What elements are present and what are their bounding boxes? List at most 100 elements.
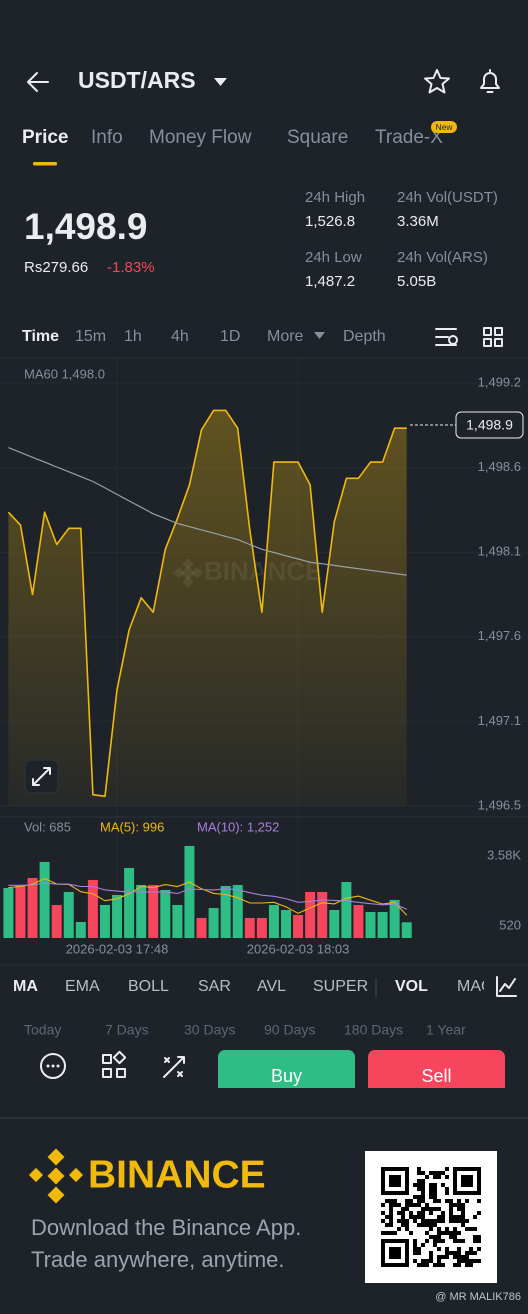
qr-module <box>445 1255 449 1259</box>
volume-chart: 3.58K 520 2026-02-03 17:48 2026-02-03 18:03 <box>3 845 521 956</box>
qr-module <box>437 1239 441 1243</box>
qr-module <box>453 1263 457 1267</box>
qr-module <box>441 1211 445 1215</box>
qr-module <box>445 1227 449 1231</box>
price-area <box>8 410 407 806</box>
qr-module <box>449 1251 453 1255</box>
timeframe[interactable]: More <box>267 328 304 345</box>
pair-title[interactable]: USDT/ARS <box>78 67 196 93</box>
price-marker-box <box>455 411 524 439</box>
qr-module <box>417 1199 421 1203</box>
tab[interactable]: Money Flow <box>149 127 252 148</box>
qr-module <box>425 1219 429 1223</box>
tab[interactable]: Price <box>22 127 68 148</box>
qr-module <box>417 1179 421 1183</box>
qr-module <box>433 1239 437 1243</box>
indicator-tab[interactable]: VOL <box>395 978 428 995</box>
qr-module <box>401 1211 405 1215</box>
qr-module <box>389 1231 393 1235</box>
layout-button[interactable] <box>483 327 503 347</box>
qr-module <box>381 1203 385 1207</box>
x-tick-label: 2026-02-03 18:03 <box>247 941 350 956</box>
timeframe[interactable]: 1h <box>124 328 142 345</box>
tab[interactable]: Trade-X <box>375 127 443 148</box>
sell-label: Sell <box>421 1066 451 1086</box>
y-tick-label: 1,496.5 <box>478 797 521 812</box>
qr-module <box>449 1235 453 1239</box>
buy-button[interactable]: Buy <box>218 1050 355 1096</box>
indicator-settings-button[interactable] <box>496 976 517 997</box>
qr-module <box>417 1211 421 1215</box>
qr-module <box>449 1215 453 1219</box>
stat-label: 24h High <box>305 189 365 206</box>
period[interactable]: 180 Days <box>344 1022 403 1038</box>
indicator-tab[interactable]: BOLL <box>128 978 169 995</box>
qr-module <box>445 1231 449 1235</box>
sell-button[interactable]: Sell <box>368 1050 505 1096</box>
qr-module <box>473 1251 477 1255</box>
indicator-tab[interactable]: AVL <box>257 978 286 995</box>
qr-module <box>453 1227 457 1231</box>
pair-dropdown[interactable] <box>214 78 227 86</box>
volume-bar <box>99 904 110 938</box>
tab[interactable]: Square <box>287 127 348 148</box>
footer-text: Download the Binance App. <box>31 1215 301 1240</box>
qr-module <box>437 1247 441 1251</box>
alert-button[interactable] <box>480 69 500 93</box>
timeframe[interactable]: 15m <box>75 328 106 345</box>
more-dropdown[interactable] <box>314 332 325 339</box>
qr-module <box>457 1255 461 1259</box>
qr-module <box>409 1199 413 1203</box>
qr-module <box>449 1207 453 1211</box>
volume-bar <box>63 891 74 938</box>
indicator-tab[interactable]: SAR <box>198 978 231 995</box>
tools-button[interactable] <box>102 1050 127 1078</box>
period[interactable]: Today <box>24 1022 61 1038</box>
period[interactable]: 7 Days <box>105 1022 149 1038</box>
volume-bar <box>112 894 123 938</box>
qr-module <box>433 1199 437 1203</box>
qr-module <box>401 1215 405 1219</box>
chart-settings-button[interactable] <box>435 328 458 346</box>
tab[interactable]: Info <box>91 127 123 148</box>
qr-module <box>405 1223 409 1227</box>
qr-module <box>437 1171 441 1175</box>
qr-module <box>469 1259 473 1263</box>
qr-module <box>385 1223 389 1227</box>
price-line <box>7 409 407 798</box>
qr-module <box>477 1247 481 1251</box>
x-tick-label: 2026-02-03 17:48 <box>66 941 169 956</box>
qr-module <box>425 1223 429 1227</box>
favorite-button[interactable] <box>424 69 450 94</box>
qr-module <box>421 1263 425 1267</box>
qr-module <box>421 1179 425 1183</box>
qr-module <box>393 1231 397 1235</box>
indicator-tab[interactable]: SUPER <box>313 978 368 995</box>
indicator-tab[interactable]: EMA <box>65 978 100 995</box>
qr-module <box>477 1235 481 1239</box>
timeframe[interactable]: Depth <box>343 328 386 345</box>
period[interactable]: 1 Year <box>426 1022 466 1038</box>
qr-module <box>393 1199 397 1203</box>
period[interactable]: 30 Days <box>184 1022 235 1038</box>
timeframe[interactable]: 4h <box>171 328 189 345</box>
period[interactable]: 90 Days <box>264 1022 315 1038</box>
volume-bar <box>341 881 352 938</box>
timeframe[interactable]: 1D <box>220 328 240 345</box>
qr-module <box>433 1171 437 1175</box>
indicator-tab[interactable]: MA <box>13 978 38 995</box>
price-chart: 1,496.5 1,497.1 1,497.6 1,498.1 1,498.6 1,499… <box>0 358 528 938</box>
qr-module <box>417 1167 421 1171</box>
fullscreen-button[interactable] <box>24 759 59 794</box>
back-button[interactable] <box>27 72 49 92</box>
volume-bar <box>75 921 86 938</box>
qr-module <box>421 1199 425 1203</box>
qr-module <box>441 1231 445 1235</box>
convert-button[interactable] <box>163 1056 185 1078</box>
more-button[interactable] <box>40 1053 66 1079</box>
timeframe[interactable]: Time <box>22 328 59 345</box>
indicator-tab[interactable]: MAC <box>457 978 493 995</box>
volume-bar <box>317 891 328 938</box>
qr-module <box>417 1215 421 1219</box>
